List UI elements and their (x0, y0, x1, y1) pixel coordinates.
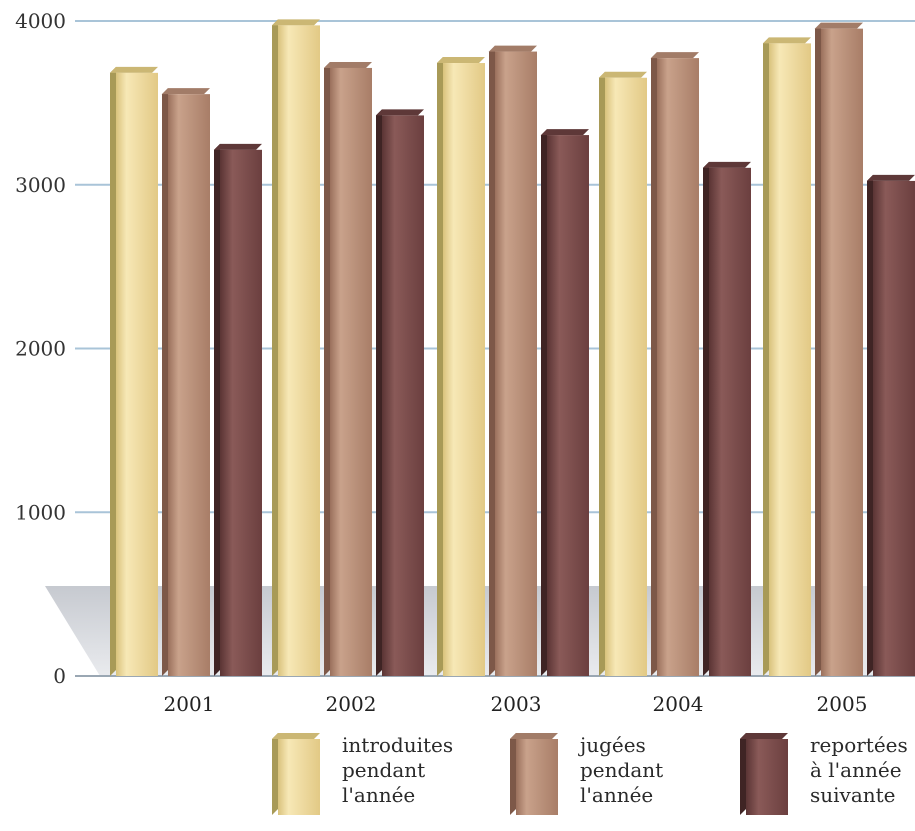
legend-swatch-jugees (510, 733, 558, 815)
bar-top (162, 88, 210, 95)
bar-2004-series-1 (651, 52, 699, 677)
legend-line: suivante (810, 783, 896, 807)
legend-label-jugees: jugées pendant l'année (580, 733, 710, 808)
legend-label-introduites: introduites pendant l'année (342, 733, 472, 808)
x-tick-label: 2003 (491, 692, 542, 716)
legend-item-jugees: jugées pendant l'année (510, 733, 710, 815)
y-tick-label: 3000 (15, 173, 66, 197)
bar-2001-series-2 (214, 143, 262, 676)
y-axis-ticks: 0 1000 2000 3000 4000 (15, 9, 66, 688)
bar-top (272, 19, 320, 26)
bar-2005-series-1 (815, 22, 863, 676)
bar-side (489, 45, 495, 676)
legend-line: introduites (342, 733, 454, 757)
bar-face (821, 28, 863, 676)
bar-side (272, 19, 278, 677)
bar-face (547, 135, 589, 676)
y-tick-label: 4000 (15, 9, 66, 33)
bar-top (815, 22, 863, 29)
x-tick-label: 2002 (326, 692, 377, 716)
bar-face (116, 72, 158, 677)
bar-side (651, 52, 657, 677)
legend-line: jugées (580, 733, 646, 757)
bar-top (376, 109, 424, 116)
legend-line: reportées (810, 733, 908, 757)
bar-side (867, 174, 873, 677)
bar-side (815, 22, 821, 676)
bar-face (709, 167, 751, 676)
x-tick-label: 2001 (164, 692, 215, 716)
bar-top (110, 66, 158, 73)
bar-side (376, 109, 382, 677)
bar-face (168, 94, 210, 676)
bar-face (769, 43, 811, 676)
bar-top (763, 37, 811, 44)
legend-line: à l'année (810, 758, 902, 782)
legend-swatch-reportees (740, 733, 788, 815)
bar-2001-series-0 (110, 66, 158, 677)
bar-2002-series-2 (376, 109, 424, 677)
bar-side (541, 129, 547, 676)
bar-side (110, 66, 116, 677)
x-axis-ticks: 2001 2002 2003 2004 2005 (164, 692, 868, 716)
bar-face (495, 51, 537, 676)
x-tick-label: 2005 (817, 692, 868, 716)
bar-top (214, 143, 262, 150)
bar-top (489, 45, 537, 52)
y-tick-label: 2000 (15, 337, 66, 361)
bar-2003-series-1 (489, 45, 537, 676)
legend-line: pendant (342, 758, 426, 782)
bar-face (443, 63, 485, 676)
bar-side (703, 161, 709, 676)
bar-side (162, 88, 168, 676)
bar-2002-series-0 (272, 19, 320, 677)
bar-face (605, 77, 647, 676)
x-tick-label: 2004 (653, 692, 704, 716)
bar-face (330, 67, 372, 676)
bar-face (278, 25, 320, 677)
y-tick-label: 0 (53, 664, 66, 688)
bar-top (703, 161, 751, 168)
bar-2004-series-0 (599, 71, 647, 676)
bar-side (437, 57, 443, 676)
bar-top (324, 61, 372, 68)
legend-line: l'année (580, 783, 654, 807)
bars (110, 19, 915, 677)
bar-top (867, 174, 915, 181)
bar-face (657, 58, 699, 677)
bar-face (873, 180, 915, 677)
bar-2005-series-0 (763, 37, 811, 676)
bar-2001-series-1 (162, 88, 210, 676)
legend-line: pendant (580, 758, 664, 782)
bar-2004-series-2 (703, 161, 751, 676)
legend-item-introduites: introduites pendant l'année (272, 733, 472, 815)
legend-line: l'année (342, 783, 416, 807)
bar-side (214, 143, 220, 676)
bar-2003-series-2 (541, 129, 589, 676)
bar-2002-series-1 (324, 61, 372, 676)
bar-side (763, 37, 769, 676)
bar-top (651, 52, 699, 59)
bar-face (220, 149, 262, 676)
bar-top (541, 129, 589, 136)
bar-2005-series-2 (867, 174, 915, 677)
bar-2003-series-0 (437, 57, 485, 676)
bar-top (599, 71, 647, 78)
bar-face (382, 115, 424, 677)
y-tick-label: 1000 (15, 500, 66, 524)
legend-item-reportees: reportées à l'année suivante (740, 733, 915, 815)
bar-side (599, 71, 605, 676)
bar-side (324, 61, 330, 676)
legend-swatch-introduites (272, 733, 320, 815)
legend-label-reportees: reportées à l'année suivante (810, 733, 915, 808)
bar-top (437, 57, 485, 64)
